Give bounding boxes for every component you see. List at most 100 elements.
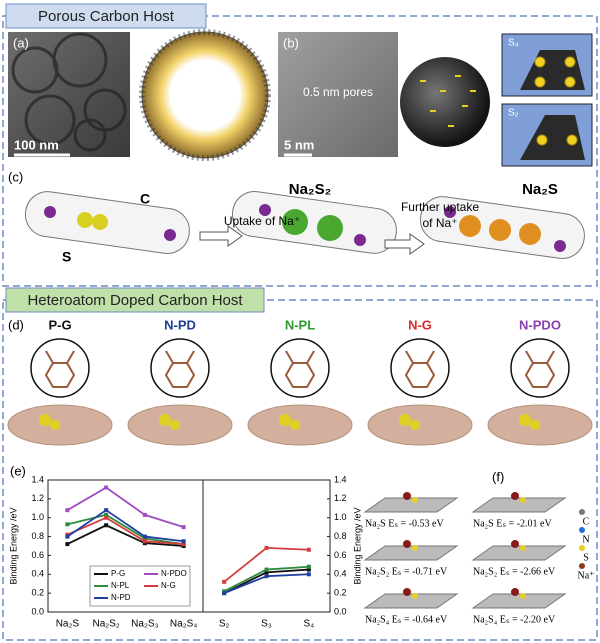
material-label: P-G bbox=[48, 317, 71, 332]
section-title: Heteroatom Doped Carbon Host bbox=[27, 292, 243, 309]
sulfur-cluster bbox=[519, 414, 531, 426]
adsorbate bbox=[412, 497, 418, 503]
sulfur-cluster bbox=[399, 414, 411, 426]
sulfur-cluster bbox=[290, 420, 300, 430]
step-label: of Na⁺ bbox=[422, 216, 457, 230]
atom-label: S bbox=[62, 249, 71, 265]
y-tick-label: 0.2 bbox=[334, 588, 347, 598]
inset-label: S₂ bbox=[508, 108, 519, 119]
adsorption-energy: Na₂S Eₛ = -2.01 eV bbox=[473, 518, 552, 529]
structure-row: P-G N-PD N-PL N-G N-PDO bbox=[7, 317, 593, 446]
marker bbox=[142, 539, 147, 544]
structure-circle bbox=[270, 338, 330, 398]
series-line bbox=[67, 516, 184, 546]
tube-atoms bbox=[44, 204, 566, 252]
structure-circle bbox=[390, 338, 450, 398]
marker bbox=[306, 572, 311, 577]
adsorbate bbox=[511, 588, 519, 596]
y-tick-label: 0.6 bbox=[334, 550, 347, 560]
sphere-shell bbox=[139, 29, 271, 161]
marker bbox=[306, 547, 311, 552]
y-tick-label: 1.4 bbox=[31, 474, 44, 484]
sulfur-cluster bbox=[170, 420, 180, 430]
material-label: N-PL bbox=[285, 317, 315, 332]
x-tick-label: Na₂S₃ bbox=[131, 619, 158, 630]
y-tick-label: 0.0 bbox=[31, 606, 44, 616]
pore-shape bbox=[520, 115, 585, 160]
x-tick-label: S₃ bbox=[261, 619, 272, 630]
ring-structure bbox=[284, 350, 316, 388]
hrtem-image bbox=[278, 32, 398, 157]
sulfur-cluster bbox=[159, 414, 171, 426]
legend-dot bbox=[579, 527, 585, 533]
adsorbate bbox=[520, 497, 526, 503]
marker bbox=[306, 564, 311, 569]
legend-label: N-PL bbox=[111, 581, 130, 590]
marker bbox=[104, 508, 109, 513]
marker bbox=[104, 512, 109, 517]
adsorption-energy: Na₂S₄ Eₛ = -2.20 eV bbox=[473, 614, 556, 625]
y-tick-label: 1.0 bbox=[31, 512, 44, 522]
marker bbox=[65, 522, 70, 527]
series-line bbox=[66, 486, 184, 529]
y-tick-label: 1.4 bbox=[334, 474, 347, 484]
marker bbox=[264, 567, 269, 572]
substrate bbox=[363, 593, 459, 609]
marker bbox=[104, 485, 109, 490]
marker bbox=[264, 570, 269, 575]
panel-label: (c) bbox=[8, 169, 23, 184]
marker bbox=[306, 567, 311, 572]
y-axis-label: Binding Energy /eV bbox=[8, 507, 18, 584]
sulfur-cluster bbox=[410, 420, 420, 430]
structure-circle bbox=[150, 338, 210, 398]
adsorbate bbox=[412, 545, 418, 551]
marker bbox=[142, 534, 147, 539]
substrate bbox=[471, 593, 567, 609]
material-label: N-PDO bbox=[519, 317, 561, 332]
adsorption-energy: Na₂S₂ Eₛ = -0.71 eV bbox=[365, 566, 448, 577]
sulfur-cluster bbox=[50, 420, 60, 430]
marker bbox=[65, 534, 70, 539]
sulfur-dashes bbox=[420, 75, 476, 127]
legend-label: N-PD bbox=[111, 593, 131, 602]
adsorbate bbox=[511, 492, 519, 500]
y-tick-label: 0.2 bbox=[31, 588, 44, 598]
x-tick-label: S₄ bbox=[303, 619, 314, 630]
panel-label: (e) bbox=[10, 463, 26, 478]
legend-label: N-G bbox=[161, 581, 176, 590]
y-axis-label: Binding Energy /eV bbox=[352, 507, 362, 584]
dark-sphere bbox=[400, 57, 490, 147]
ring-structure bbox=[524, 350, 556, 388]
adsorbate bbox=[403, 588, 411, 596]
section-frame bbox=[2, 15, 598, 287]
tem-texture bbox=[11, 32, 127, 152]
material-label: N-PD bbox=[164, 317, 196, 332]
panel-label: (d) bbox=[8, 317, 24, 332]
marker bbox=[181, 525, 186, 530]
marker bbox=[181, 539, 186, 544]
legend-dot bbox=[579, 509, 585, 515]
series-line bbox=[66, 524, 184, 547]
marker bbox=[264, 545, 269, 550]
legend-label: S bbox=[583, 552, 589, 563]
atom-label: C bbox=[140, 191, 150, 207]
y-tick-label: 0.6 bbox=[31, 550, 44, 560]
adsorbate bbox=[403, 540, 411, 548]
y-tick-label: 1.0 bbox=[334, 512, 347, 522]
ring-structure bbox=[44, 350, 76, 388]
adsorbate bbox=[403, 492, 411, 500]
marker bbox=[65, 508, 70, 513]
material-label: N-G bbox=[408, 317, 432, 332]
pore-label: 0.5 nm pores bbox=[303, 85, 373, 99]
marker bbox=[222, 579, 227, 584]
series-line bbox=[66, 509, 184, 543]
marker bbox=[104, 523, 109, 528]
adsorbate bbox=[520, 545, 526, 551]
panel-label: (f) bbox=[492, 469, 504, 484]
marker bbox=[181, 542, 186, 547]
y-tick-label: 0.8 bbox=[334, 531, 347, 541]
legend-label: C bbox=[583, 516, 590, 527]
y-tick-label: 0.0 bbox=[334, 606, 347, 616]
